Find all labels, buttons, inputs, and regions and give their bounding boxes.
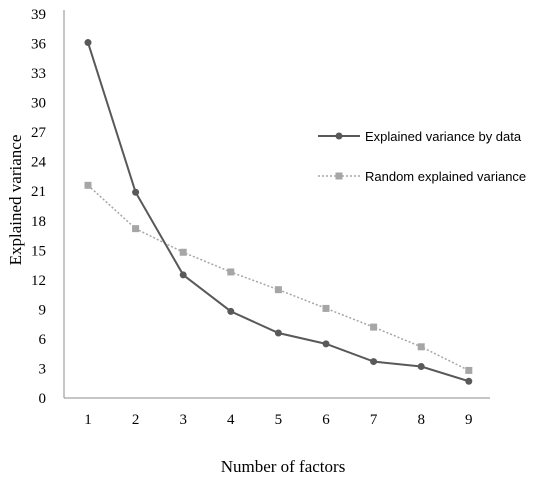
x-tick-label: 8 [417, 412, 425, 428]
legend-label-random: Random explained variance [365, 169, 526, 184]
x-tick-label: 5 [275, 412, 283, 428]
legend-label-explained: Explained variance by data [365, 129, 522, 144]
x-tick-label: 9 [465, 412, 473, 428]
data-point-random-explained-variance [274, 286, 282, 294]
data-point-random-explained-variance [179, 248, 187, 256]
y-tick-label: 3 [39, 361, 47, 377]
data-point-random-explained-variance [322, 304, 330, 312]
y-tick-label: 27 [31, 125, 47, 141]
x-tick-label: 1 [84, 412, 92, 428]
y-tick-label: 21 [31, 184, 46, 200]
data-point-explained-variance-by-data [132, 188, 140, 196]
x-tick-labels: 1 2 3 4 5 6 7 8 9 [84, 412, 472, 428]
y-tick-label: 9 [39, 302, 47, 318]
legend-item-random-explained-variance: Random explained variance [318, 169, 526, 184]
x-tick-label: 3 [179, 412, 187, 428]
y-tick-label: 39 [31, 7, 46, 23]
legend-marker-square [335, 172, 343, 180]
data-point-explained-variance-by-data [227, 307, 235, 315]
axes [63, 10, 490, 399]
y-tick-label: 15 [31, 243, 46, 259]
data-point-random-explained-variance [417, 343, 425, 351]
x-tick-label: 7 [370, 412, 378, 428]
y-axis-title: Explained variance [6, 135, 25, 266]
data-point-explained-variance-by-data [370, 358, 378, 366]
y-tick-label: 30 [31, 96, 46, 112]
series-line-random-explained-variance [87, 184, 470, 372]
data-point-explained-variance-by-data [84, 39, 92, 47]
data-point-random-explained-variance [465, 366, 473, 374]
x-axis-title: Number of factors [221, 457, 346, 476]
data-point-random-explained-variance [370, 323, 378, 331]
data-point-explained-variance-by-data [465, 377, 473, 385]
legend-marker-circle [335, 132, 343, 140]
y-tick-label: 24 [31, 155, 47, 171]
x-tick-label: 6 [322, 412, 330, 428]
x-tick-label: 2 [132, 412, 140, 428]
data-point-explained-variance-by-data [417, 362, 425, 370]
data-point-random-explained-variance [84, 181, 92, 189]
data-point-random-explained-variance [227, 268, 235, 276]
legend-item-explained-variance-by-data: Explained variance by data [318, 129, 522, 144]
data-point-explained-variance-by-data [179, 271, 187, 279]
legend: Explained variance by data Random explai… [318, 129, 526, 184]
x-tick-label: 4 [227, 412, 235, 428]
y-tick-label: 18 [31, 214, 46, 230]
y-tick-label: 6 [39, 332, 47, 348]
y-tick-label: 33 [31, 66, 46, 82]
y-tick-label: 12 [31, 273, 46, 289]
data-point-explained-variance-by-data [322, 340, 330, 348]
series-layer [84, 39, 473, 385]
y-tick-label: 36 [31, 37, 47, 53]
y-tick-label: 0 [39, 391, 47, 407]
data-point-explained-variance-by-data [274, 329, 282, 337]
data-point-random-explained-variance [132, 225, 140, 233]
